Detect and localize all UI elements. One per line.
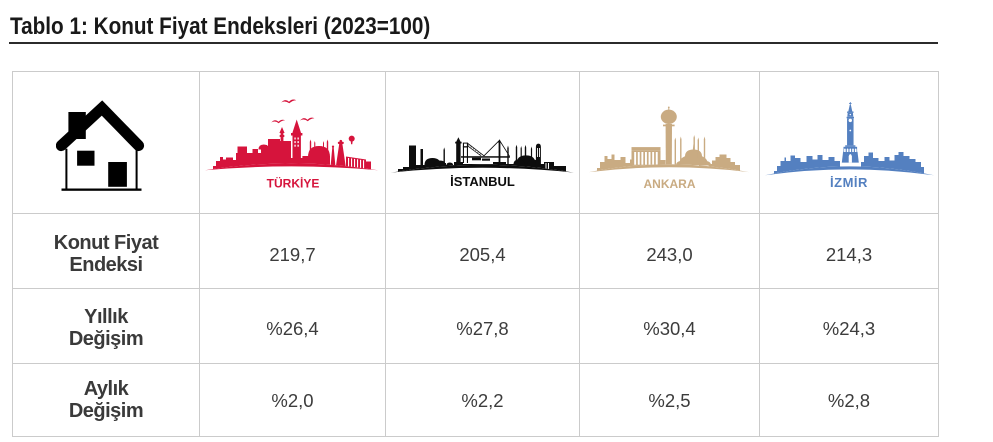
- svg-text:İZMİR: İZMİR: [830, 175, 868, 190]
- svg-text:İSTANBUL: İSTANBUL: [450, 174, 515, 189]
- svg-text:TÜRKİYE: TÜRKİYE: [267, 176, 320, 191]
- svg-text:ANKARA: ANKARA: [644, 177, 696, 191]
